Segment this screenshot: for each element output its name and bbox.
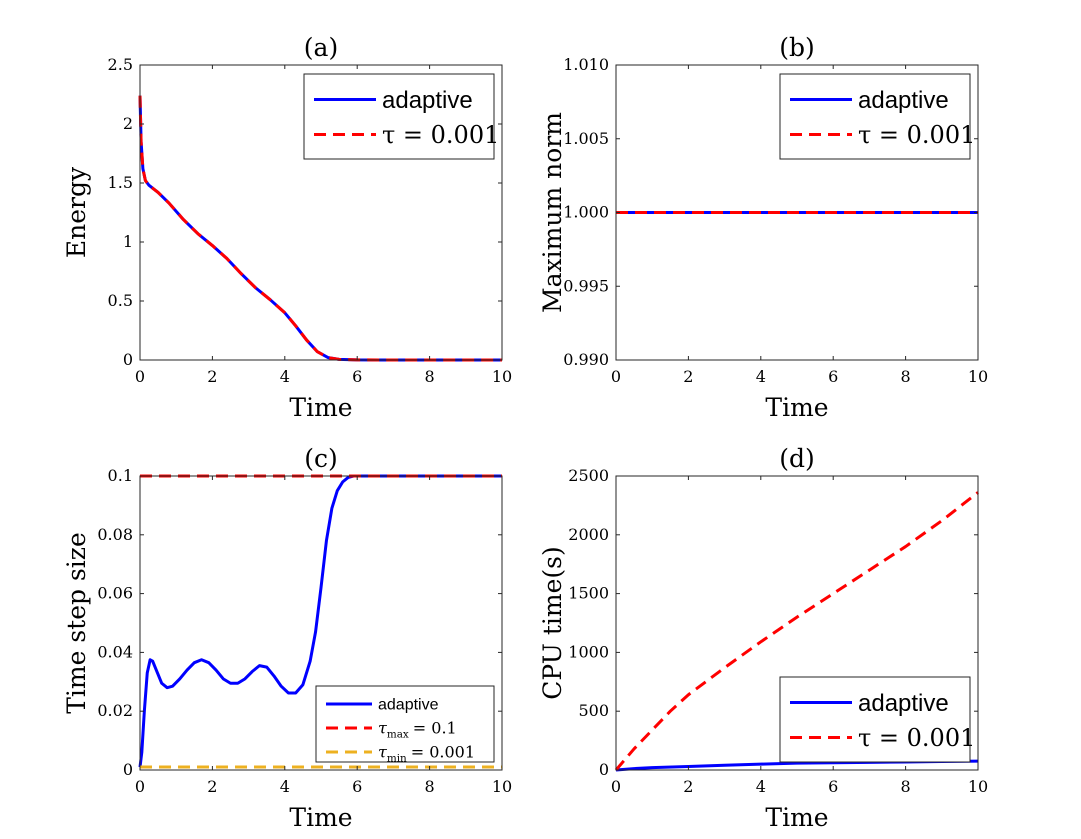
y-axis-label: CPU time(s)	[538, 546, 567, 699]
y-tick-label: 2	[123, 114, 133, 133]
x-axis-label: Time	[289, 393, 352, 422]
series-line-0	[615, 759, 979, 772]
legend-value: = 0.1	[413, 719, 457, 738]
legend-label-2: τmin = 0.001	[378, 743, 475, 765]
y-tick-label: 0.06	[97, 584, 133, 603]
x-tick-label: 10	[492, 367, 512, 386]
x-tick-label: 10	[492, 777, 512, 796]
legend-label-1: τ = 0.001	[382, 121, 499, 149]
x-tick-label: 10	[968, 777, 988, 796]
legend-box	[315, 685, 495, 763]
legend: adaptive τ = 0.001	[303, 73, 499, 160]
chart-c: (c) 0 2 4 6 8 10 0 0.02 0.04 0.06 0.08 0.1 Time Time s…	[62, 444, 512, 832]
x-tick-label: 4	[756, 777, 766, 796]
x-tick-label: 0	[611, 777, 621, 796]
y-tick-label: 2000	[568, 525, 609, 544]
x-tick-label: 8	[901, 777, 911, 796]
x-axis-label: Time	[289, 803, 352, 832]
y-tick-label: 1500	[568, 584, 609, 603]
x-tick-label: 4	[280, 367, 290, 386]
y-tick-label: 0	[599, 760, 609, 779]
axes-frame	[139, 64, 503, 361]
x-tick-label: 8	[425, 777, 435, 796]
legend-tau: τ	[378, 743, 388, 762]
x-tick-label: 2	[207, 777, 217, 796]
legend-label-1: τmax = 0.1	[378, 719, 457, 741]
y-tick-label: 500	[578, 701, 609, 720]
legend-label-0: adaptive	[858, 690, 949, 717]
x-tick-label: 4	[756, 367, 766, 386]
y-tick-label: 1.000	[563, 203, 609, 222]
y-tick-label: 1.010	[563, 55, 609, 74]
x-tick-label: 4	[280, 777, 290, 796]
chart-title: (a)	[304, 33, 338, 62]
y-tick-label: 2.5	[108, 55, 133, 74]
chart-b: (b) 0 2 4 6 8 10 0.990 0.995 1.000 1.005 1.010 Time M…	[538, 33, 988, 422]
series-line-1	[614, 491, 979, 771]
x-tick-label: 6	[352, 367, 362, 386]
y-tick-label: 1.005	[563, 129, 609, 148]
y-tick-label: 2500	[568, 466, 609, 485]
legend-box	[303, 73, 495, 160]
y-tick-label: 1000	[568, 642, 609, 661]
x-axis-label: Time	[765, 393, 828, 422]
y-tick-label: 1.5	[108, 173, 133, 192]
x-tick-label: 0	[611, 367, 621, 386]
x-tick-label: 6	[828, 367, 838, 386]
x-tick-label: 2	[207, 367, 217, 386]
chart-a: (a) 0 2 4 6 8 10 0 0.5 1 1.5 2 2.5 Time Energy adaptive…	[62, 33, 512, 422]
y-tick-label: 1	[123, 232, 133, 251]
legend-value: = 0.001	[411, 743, 475, 762]
y-tick-label: 0	[123, 350, 133, 369]
x-tick-label: 8	[425, 367, 435, 386]
legend-label-1: τ = 0.001	[858, 724, 975, 752]
chart-d: (d) 0 2 4 6 8 10 0 500 1000 1500 2000 2500 Time CPU ti…	[538, 444, 988, 832]
series-line-0	[138, 474, 502, 768]
x-tick-label: 6	[828, 777, 838, 796]
y-tick-label: 0.1	[108, 466, 133, 485]
legend-box	[779, 73, 971, 160]
legend-subscript: max	[387, 729, 409, 741]
legend-label-0: adaptive	[378, 697, 439, 714]
x-tick-label: 10	[968, 367, 988, 386]
y-tick-label: 0.02	[97, 701, 133, 720]
y-tick-label: 0.08	[97, 525, 133, 544]
legend: adaptive τ = 0.001	[779, 676, 975, 763]
y-tick-label: 0.995	[563, 276, 609, 295]
chart-title: (c)	[304, 444, 338, 473]
x-axis-label: Time	[765, 803, 828, 832]
legend: adaptive τ = 0.001	[779, 73, 975, 160]
legend-subscript: min	[387, 753, 407, 765]
x-tick-label: 8	[901, 367, 911, 386]
legend-label-0: adaptive	[382, 87, 473, 114]
y-axis-label: Time step size	[62, 532, 91, 714]
axes-frame	[615, 475, 979, 771]
x-tick-label: 6	[352, 777, 362, 796]
y-axis-label: Maximum norm	[538, 112, 567, 313]
y-tick-label: 0.5	[108, 291, 133, 310]
x-tick-label: 0	[135, 777, 145, 796]
legend-label-0: adaptive	[858, 87, 949, 114]
y-axis-label: Energy	[62, 166, 91, 258]
legend-box	[779, 676, 971, 763]
axes-frame	[139, 475, 503, 771]
y-tick-label: 0.990	[563, 350, 609, 369]
y-tick-label: 0	[123, 760, 133, 779]
x-tick-label: 0	[135, 367, 145, 386]
legend-label-1: τ = 0.001	[858, 121, 975, 149]
legend-tau: τ	[378, 719, 388, 738]
chart-title: (d)	[779, 444, 815, 473]
x-tick-label: 2	[683, 367, 693, 386]
chart-title: (b)	[779, 33, 815, 62]
x-tick-label: 2	[683, 777, 693, 796]
y-tick-label: 0.04	[97, 642, 133, 661]
